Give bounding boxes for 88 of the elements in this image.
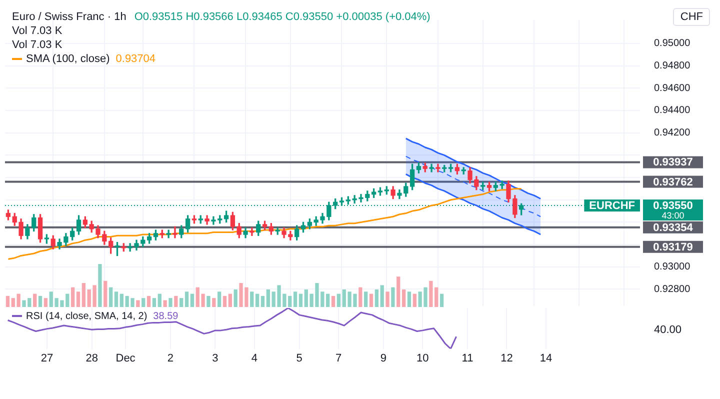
y-tick-label: 0.94200 (654, 128, 691, 139)
bar (190, 294, 194, 307)
bar (293, 292, 298, 307)
bar (374, 289, 379, 307)
x-tick-label: 28 (86, 352, 98, 364)
bar (114, 292, 118, 307)
y-tick-label: 0.94600 (654, 82, 691, 94)
x-tick-label: 4 (251, 352, 258, 364)
bar (407, 292, 412, 307)
bar (206, 296, 210, 307)
bar (234, 289, 238, 307)
bar (104, 280, 108, 307)
annotation: O0.93515 H0.93566 L0.93465 C0.93550 +0.00035 (+0.04%) (134, 11, 430, 23)
chart-title: Euro / Swiss Franc · 1h (12, 11, 126, 23)
bar (82, 283, 86, 307)
bar (266, 289, 270, 307)
x-tick-label: 10 (416, 352, 429, 364)
bar (396, 276, 400, 307)
bar (163, 300, 167, 307)
bar (174, 296, 178, 307)
legend-label: SMA (100, close) (26, 53, 110, 65)
bar (180, 298, 184, 307)
bar (98, 264, 102, 307)
bar (228, 294, 232, 307)
ref-line-label: 0.93354 (653, 222, 694, 234)
x-tick-label: 11 (462, 352, 474, 364)
line-series (405, 156, 542, 218)
x-tick-label: 7 (336, 352, 342, 364)
x-tick-label: 2 (167, 352, 174, 364)
bar (6, 296, 10, 307)
bar (136, 300, 140, 307)
ref-line-label: 0.93762 (653, 176, 693, 188)
bar (217, 292, 222, 307)
x-tick-label: 12 (500, 352, 513, 364)
y-tick-label: 0.94800 (654, 60, 691, 72)
bar (152, 298, 156, 307)
bar (108, 287, 113, 307)
bar (402, 289, 406, 307)
bar (146, 296, 151, 307)
bar (33, 294, 37, 307)
bar (331, 296, 336, 307)
bar (298, 294, 303, 307)
ref-line-label: 0.93937 (653, 156, 693, 169)
bar (440, 294, 444, 307)
ref-line-label: 0.93179 (653, 241, 693, 254)
x-tick-label: Dec (116, 352, 136, 364)
y-tick-label: 0.95000 (654, 38, 691, 50)
y-axis-title: CHF (673, 8, 710, 26)
ref-line-label: 0.93550 (653, 200, 693, 212)
annotation: 0.93704 (116, 53, 156, 65)
annotation: Vol 7.03 K (12, 38, 64, 52)
bar (76, 292, 80, 307)
bar (364, 292, 368, 307)
bar (168, 298, 172, 307)
bar (120, 294, 124, 307)
text: 40.00 (654, 324, 682, 336)
x-tick-label: 3 (212, 352, 218, 364)
x-tick-label: 9 (380, 352, 386, 364)
annotation: 38.59 (153, 311, 178, 322)
bar (369, 294, 374, 307)
bar (412, 294, 416, 307)
x-tick-label: 14 (540, 352, 552, 364)
x-tick-label: 5 (296, 352, 302, 364)
y-tick-label: 0.92800 (654, 284, 691, 295)
y-tick-label: 0.94400 (654, 105, 691, 116)
text: 43:00 (662, 210, 684, 220)
bar (250, 292, 254, 307)
bar (184, 292, 189, 307)
bar (38, 296, 42, 307)
x-tick-label: 27 (40, 352, 54, 364)
bar (380, 285, 384, 307)
legend-label: RSI (14, close, SMA, 14, 2) (26, 311, 148, 322)
bar (358, 287, 362, 307)
bar (326, 294, 330, 307)
annotation: Vol 7.03 K (12, 24, 64, 38)
bar (70, 287, 75, 307)
bar (142, 298, 146, 307)
bar (260, 296, 265, 307)
bar (386, 292, 390, 307)
bar (44, 298, 48, 307)
bar (158, 294, 162, 307)
y-tick-label: 0.93000 (654, 262, 691, 273)
bar (222, 296, 227, 307)
annotation: EURCHF (589, 200, 636, 212)
bar (391, 287, 395, 307)
bar (336, 294, 341, 307)
bar (255, 294, 260, 307)
bar (212, 298, 216, 307)
